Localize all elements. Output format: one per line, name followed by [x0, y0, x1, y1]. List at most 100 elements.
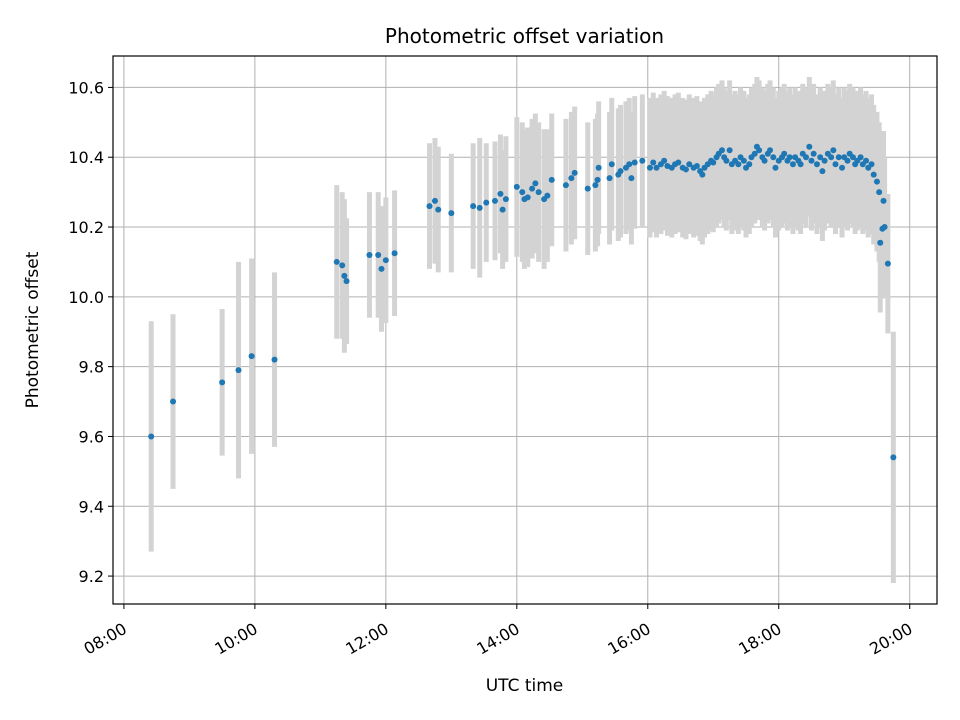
data-point	[881, 224, 888, 231]
y-tick-label: 9.8	[79, 358, 104, 377]
y-tick-label: 9.4	[79, 497, 104, 516]
data-point	[562, 182, 569, 189]
data-point	[839, 164, 846, 171]
data-point	[532, 180, 539, 187]
data-point	[544, 192, 551, 199]
data-point	[770, 154, 777, 161]
y-axis-title: Photometric offset	[23, 251, 43, 408]
data-point	[497, 190, 504, 197]
y-tick-label: 9.2	[79, 567, 104, 586]
data-point	[435, 206, 442, 213]
data-point	[483, 199, 490, 206]
data-point	[723, 157, 730, 164]
data-point	[628, 175, 635, 182]
x-tick-label: 10:00	[211, 619, 260, 659]
data-point	[781, 150, 788, 157]
data-point	[595, 164, 602, 171]
data-point	[617, 168, 624, 175]
y-tick-label: 10.6	[68, 78, 104, 97]
data-point	[819, 168, 826, 175]
data-point	[470, 203, 477, 210]
data-point	[608, 161, 615, 168]
data-point	[650, 159, 657, 166]
data-point	[726, 147, 733, 154]
data-point	[835, 154, 842, 161]
data-point	[529, 185, 536, 192]
data-point	[366, 251, 373, 258]
data-point	[808, 157, 815, 164]
data-point	[431, 197, 438, 204]
data-point	[333, 258, 340, 265]
data-point	[502, 196, 509, 203]
data-point	[499, 206, 506, 213]
data-point	[873, 178, 880, 185]
chart-title: Photometric offset variation	[385, 24, 664, 48]
data-points	[148, 143, 897, 461]
data-point	[786, 154, 793, 161]
data-point	[876, 189, 883, 196]
data-point	[830, 147, 837, 154]
data-point	[339, 262, 346, 269]
data-point	[170, 398, 177, 405]
data-point	[832, 161, 839, 168]
data-point	[682, 166, 689, 173]
data-point	[761, 157, 768, 164]
data-point	[235, 367, 242, 374]
data-point	[271, 356, 278, 363]
data-point	[751, 150, 758, 157]
data-point	[710, 159, 717, 166]
y-tick-label: 10.2	[68, 218, 104, 237]
x-axis-title: UTC time	[486, 676, 564, 696]
data-point	[626, 161, 633, 168]
data-point	[491, 197, 498, 204]
data-point	[756, 147, 763, 154]
data-point	[524, 194, 531, 201]
data-point	[594, 176, 601, 183]
data-point	[740, 157, 747, 164]
data-point	[592, 182, 599, 189]
data-point	[718, 147, 725, 154]
x-axis-ticks: 08:00 10:00 12:00 14:00 16:00 18:00 20:00	[80, 604, 916, 659]
data-point	[870, 171, 877, 178]
data-point	[675, 159, 682, 166]
data-point	[844, 157, 851, 164]
x-tick-label: 08:00	[80, 619, 129, 659]
data-point	[646, 164, 653, 171]
x-tick-label: 14:00	[473, 619, 522, 659]
data-point	[661, 157, 668, 164]
data-point	[426, 203, 433, 210]
data-point	[890, 454, 897, 461]
data-point	[810, 150, 817, 157]
data-point	[868, 161, 875, 168]
plot-frame	[112, 55, 938, 605]
data-point	[767, 147, 774, 154]
y-tick-label: 10.0	[68, 288, 104, 307]
data-point	[817, 154, 824, 161]
data-point	[513, 183, 520, 190]
data-point	[375, 251, 382, 258]
data-point	[548, 176, 555, 183]
y-tick-label: 10.4	[68, 148, 104, 167]
data-point	[803, 154, 810, 161]
data-point	[448, 210, 455, 217]
data-point	[877, 239, 884, 246]
y-axis-ticks: 9.2 9.4 9.6 9.8 10.0 10.2 10.4 10.6	[68, 78, 113, 586]
data-point	[735, 161, 742, 168]
data-point	[806, 143, 813, 150]
data-point	[219, 379, 226, 386]
data-point	[631, 159, 638, 166]
data-point	[863, 157, 870, 164]
data-point	[828, 154, 835, 161]
data-point	[378, 265, 385, 272]
data-point	[821, 157, 828, 164]
data-point	[606, 175, 613, 182]
data-point	[797, 161, 804, 168]
data-point	[857, 154, 864, 161]
data-point	[639, 157, 646, 164]
data-point	[789, 161, 796, 168]
data-point	[343, 278, 350, 285]
data-point	[686, 161, 693, 168]
data-point	[584, 185, 591, 192]
x-tick-label: 20:00	[866, 619, 915, 659]
data-point	[568, 175, 575, 182]
